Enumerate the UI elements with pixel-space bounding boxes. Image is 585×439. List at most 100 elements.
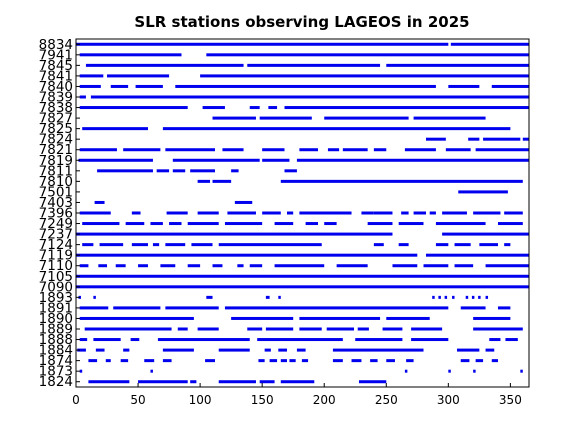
station-1884-segment-4 (218, 348, 250, 352)
station-7845-segment-0 (85, 63, 244, 67)
station-7110-segment-8 (249, 264, 263, 268)
station-1874-segment-16 (460, 359, 470, 363)
station-7827-segment-3 (413, 116, 486, 120)
station-1890-segment-0 (79, 316, 194, 320)
station-7839-segment-0 (79, 95, 86, 99)
station-7110-segment-0 (79, 264, 89, 268)
y-tick-label: 7941 (39, 47, 73, 63)
station-7811-segment-2 (172, 169, 186, 173)
y-tick-label: 7839 (39, 90, 73, 106)
station-1874-segment-7 (269, 359, 278, 363)
station-7811-segment-4 (231, 169, 239, 173)
y-tick-label: 7237 (39, 227, 73, 243)
station-1884-segment-7 (296, 348, 306, 352)
station-7124-segment-6 (218, 243, 322, 247)
station-1873-segment-2 (404, 369, 408, 373)
station-1893-segment-5 (432, 295, 435, 299)
station-7819-segment-2 (262, 158, 290, 162)
station-1874-segment-12 (351, 359, 362, 363)
station-1893-segment-4 (278, 295, 281, 299)
station-1888-segment-1 (93, 338, 121, 342)
y-tick-label: 7124 (39, 237, 73, 253)
station-1888-segment-6 (411, 338, 449, 342)
station-7825-segment-0 (82, 127, 148, 131)
y-tick-label: 1893 (39, 290, 73, 306)
station-7396-segment-11 (413, 211, 426, 215)
station-1889-segment-9 (411, 327, 443, 331)
station-7124-segment-0 (82, 243, 94, 247)
station-7941-segment-1 (206, 53, 529, 57)
station-7827-segment-1 (259, 116, 312, 120)
station-7249-segment-1 (125, 222, 145, 226)
station-7810-segment-1 (212, 179, 232, 183)
station-7249-segment-11 (435, 222, 486, 226)
station-7824-segment-2 (483, 137, 521, 141)
x-tick-label: 250 (375, 393, 398, 407)
y-tick-label: 7105 (39, 269, 73, 285)
x-tick-label: 150 (251, 393, 274, 407)
station-7403-segment-0 (94, 200, 105, 204)
station-1888-segment-3 (157, 338, 250, 342)
station-1893-segment-8 (452, 295, 455, 299)
station-1824-segment-6 (358, 380, 387, 384)
station-7119-segment-0 (76, 253, 418, 257)
station-1873-segment-3 (448, 369, 451, 373)
station-1874-segment-11 (332, 359, 343, 363)
station-7119-segment-1 (425, 253, 529, 257)
y-tick-label: 1824 (39, 374, 73, 390)
station-7249-segment-10 (398, 222, 424, 226)
station-1874-segment-15 (406, 359, 414, 363)
station-1874-segment-9 (289, 359, 296, 363)
station-1888-segment-4 (257, 338, 343, 342)
y-tick-label: 7838 (39, 100, 73, 116)
y-tick-label: 1874 (39, 353, 73, 369)
station-7110-segment-14 (485, 264, 529, 268)
station-7110-segment-7 (237, 264, 244, 268)
station-7824-segment-1 (468, 137, 480, 141)
station-7396-segment-2 (166, 211, 188, 215)
station-7110-segment-10 (336, 264, 368, 268)
station-7110-segment-12 (423, 264, 449, 268)
station-1893-segment-2 (206, 295, 213, 299)
y-tick-label: 7840 (39, 79, 73, 95)
station-7840-segment-0 (79, 84, 101, 88)
station-7827-segment-2 (324, 116, 409, 120)
station-1890-segment-4 (473, 316, 511, 320)
station-7840-segment-1 (110, 84, 129, 88)
x-tick-label: 350 (499, 393, 522, 407)
station-7249-segment-3 (169, 222, 182, 226)
station-7821-segment-11 (475, 148, 529, 152)
y-tick-label: 7827 (39, 111, 73, 127)
station-1893-segment-1 (93, 295, 96, 299)
y-tick-label: 7811 (39, 163, 73, 179)
station-1893-segment-11 (478, 295, 481, 299)
station-7841-segment-2 (200, 74, 529, 78)
station-7821-segment-8 (373, 148, 387, 152)
station-7827-segment-0 (212, 116, 256, 120)
station-1884-segment-6 (278, 348, 287, 352)
station-7249-segment-2 (150, 222, 163, 226)
station-1884-segment-3 (162, 348, 194, 352)
y-tick-label: 1891 (39, 300, 73, 316)
station-7249-segment-8 (324, 222, 337, 226)
station-1884-segment-5 (264, 348, 271, 352)
station-7249-segment-6 (274, 222, 294, 226)
station-7237-segment-1 (442, 232, 529, 236)
station-1889-segment-5 (299, 327, 322, 331)
y-tick-label: 7841 (39, 68, 73, 84)
station-1873-segment-0 (79, 369, 83, 373)
station-1824-segment-2 (190, 380, 197, 384)
station-7110-segment-1 (98, 264, 108, 268)
station-7249-segment-0 (82, 222, 120, 226)
station-7841-segment-1 (107, 74, 170, 78)
y-tick-label: 7825 (39, 121, 73, 137)
station-1874-segment-18 (491, 359, 498, 363)
station-7810-segment-0 (197, 179, 211, 183)
station-7838-segment-1 (202, 106, 225, 110)
station-7824-segment-0 (425, 137, 446, 141)
station-7124-segment-7 (373, 243, 384, 247)
station-7840-segment-5 (491, 84, 529, 88)
y-tick-label: 7845 (39, 58, 73, 74)
station-1874-segment-13 (370, 359, 378, 363)
y-tick-label: 1890 (39, 311, 73, 327)
